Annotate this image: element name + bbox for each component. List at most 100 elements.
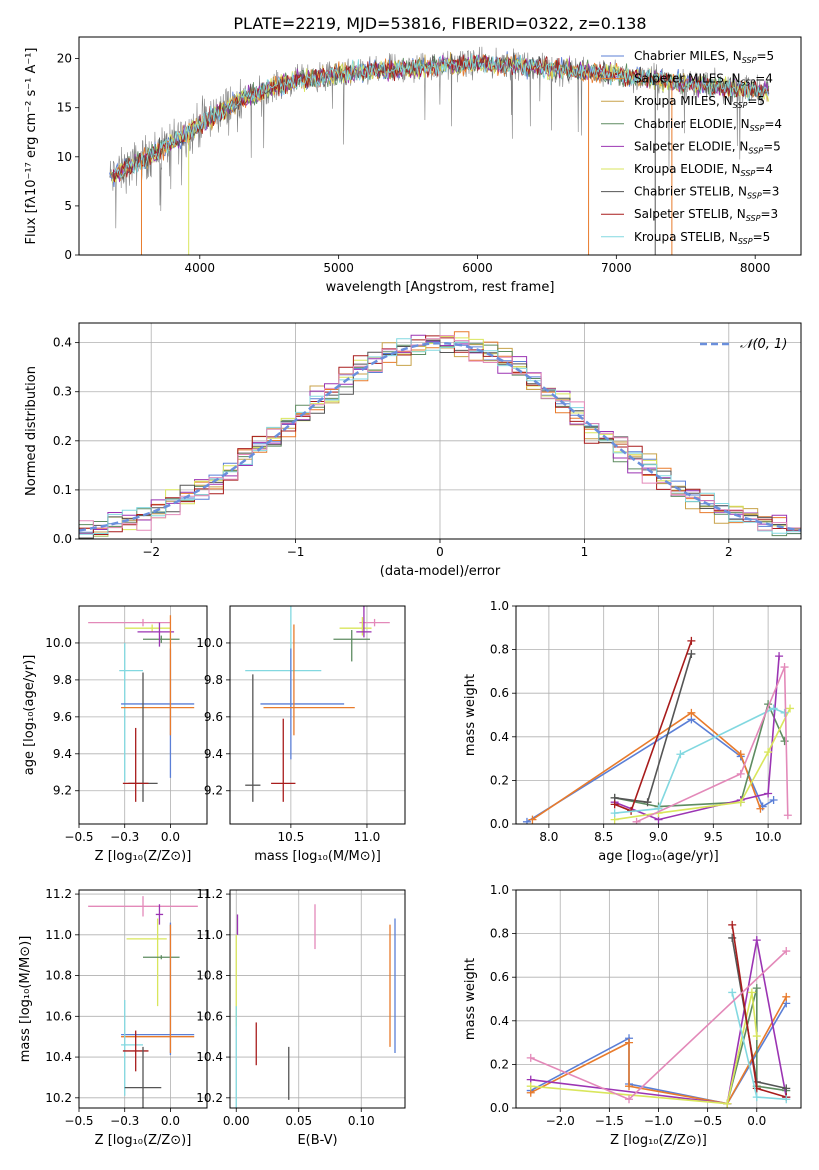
y-tick-label: 11.2 [196, 887, 223, 901]
x-tick-label: 2 [725, 545, 733, 559]
y-tick-label: 0.2 [490, 1057, 509, 1071]
plot-area [109, 46, 770, 255]
y-tick-label: 0.1 [53, 483, 72, 497]
mass-weight-marker [625, 1082, 634, 1091]
y-axis-label: Normed distribution [24, 366, 39, 496]
x-axis-label: (data-model)/error [380, 564, 501, 579]
x-tick-label: 7000 [601, 261, 632, 275]
spectrum-panel: 4000 5000 6000 7000 8000 0 5 10 15 20 wavelength [… [24, 36, 802, 295]
axes-frame [78, 889, 208, 1109]
x-tick-label: 9.0 [649, 830, 668, 844]
plot-area [235, 904, 396, 1108]
mass-weight-marker [775, 652, 784, 661]
x-tick-label: −1.5 [595, 1114, 624, 1128]
x-axis-label: E(B-V) [297, 1133, 337, 1148]
mass-weight-marker [764, 748, 773, 757]
x-tick-label: −0.3 [110, 830, 139, 844]
mass-weight-marker [783, 811, 792, 820]
legend-label: Kroupa MILES, NSSP=5 [634, 94, 765, 110]
plot-area [522, 636, 795, 824]
legend-label: Chabrier MILES, NSSP=5 [634, 49, 774, 65]
y-tick-label: 0 [64, 248, 72, 262]
y-tick-label: 10.0 [45, 636, 72, 650]
y-axis-label: mass weight [463, 674, 478, 756]
mass-weight-marker [769, 704, 778, 713]
axes-frame [229, 889, 406, 1109]
x-tick-label: −0.5 [64, 1114, 93, 1128]
y-tick-label: 0.4 [53, 336, 72, 350]
y-tick-label: 10.2 [45, 1091, 72, 1105]
mass-weight-marker [764, 789, 773, 798]
x-axis-label: Z [log₁₀(Z/Z⊙)] [95, 1133, 192, 1148]
x-tick-label: 8000 [740, 261, 771, 275]
y-tick-label: 9.6 [204, 710, 223, 724]
x-tick-label: 0.0 [747, 1114, 766, 1128]
mass-weight-marker [676, 750, 685, 759]
x-axis-label: age [log₁₀(age/yr)] [598, 849, 719, 864]
mass-weight-vs-age-panel: 8.0 8.5 9.0 9.5 10.0 0.0 0.2 0.4 0.6 0.8 1.0 age [l… [463, 599, 802, 864]
mass-weight-marker [782, 947, 791, 956]
y-tick-label: 5 [64, 199, 72, 213]
x-tick-label: 8.5 [594, 830, 613, 844]
mass-weight-marker [752, 984, 761, 993]
gaussian-reference-curve [79, 341, 801, 532]
mass-weight-line [614, 653, 693, 804]
x-axis-label: Z [log₁₀(Z/Z⊙)] [610, 1133, 707, 1148]
y-tick-label: 9.2 [53, 784, 72, 798]
mass-weight-marker [780, 663, 789, 672]
mass-weight-marker [747, 988, 756, 997]
y-tick-label: 10 [57, 150, 72, 164]
y-tick-label: 10.8 [196, 969, 223, 983]
axes-frame [78, 605, 208, 825]
mass-weight-marker [526, 1082, 535, 1091]
mass-weight-line [530, 992, 758, 1105]
y-tick-label: 0.6 [490, 686, 509, 700]
mass-weight-marker [610, 800, 619, 809]
y-axis-label: mass [log₁₀(M/M⊙)] [18, 936, 33, 1063]
mass-weight-line [614, 656, 780, 821]
y-tick-label: 1.0 [490, 883, 509, 897]
y-tick-label: 0.0 [53, 532, 72, 546]
x-tick-label: 6000 [462, 261, 493, 275]
x-tick-label: −0.3 [110, 1114, 139, 1128]
mass-weight-marker [782, 1084, 791, 1093]
mass-weight-marker [782, 1095, 791, 1104]
x-tick-label: −2 [142, 545, 160, 559]
mass-weight-line [636, 666, 789, 823]
x-tick-label: 0.0 [161, 1114, 180, 1128]
legend-label: Chabrier STELIB, NSSP=3 [634, 185, 779, 201]
x-tick-label: 5000 [323, 261, 354, 275]
mass-weight-marker [756, 804, 765, 813]
mass-weight-marker [528, 815, 537, 824]
legend-label: Chabrier ELODIE, NSSP=4 [634, 117, 782, 133]
plot-area [88, 896, 198, 1108]
mass-vs-metallicity-panel: −0.5 −0.3 0.0 10.2 10.4 10.6 10.8 11.0 11.2 Z [lo… [18, 887, 208, 1148]
age-vs-metallicity-panel: −0.5 −0.3 0.0 9.2 9.4 9.6 9.8 10.0 Z [log₁₀(Z/Z⊙… [22, 605, 208, 864]
x-tick-label: 10.5 [278, 830, 305, 844]
x-axis-label: mass [log₁₀(M/M⊙)] [254, 849, 381, 864]
x-tick-label: 4000 [185, 261, 216, 275]
y-tick-label: 9.8 [204, 673, 223, 687]
x-axis-label: Z [log₁₀(Z/Z⊙)] [95, 849, 192, 864]
y-tick-label: 10.4 [45, 1050, 72, 1064]
x-tick-label: 0.00 [223, 1114, 250, 1128]
mass-weight-marker [782, 992, 791, 1001]
legend-label: Kroupa ELODIE, NSSP=4 [634, 162, 773, 178]
y-tick-label: 10.6 [45, 1009, 72, 1023]
mass-weight-vs-metallicity-panel: −2.0 −1.5 −1.0 −0.5 0.0 0.0 0.2 0.4 0.6 0.8 1.0 Z [… [463, 883, 802, 1148]
mass-weight-marker [522, 817, 531, 824]
y-tick-label: 10.6 [196, 1009, 223, 1023]
mass-weight-marker [752, 1093, 761, 1102]
y-tick-label: 0.2 [490, 773, 509, 787]
residual-histogram-step [79, 338, 801, 535]
mass-weight-marker [687, 649, 696, 658]
mass-weight-line [526, 718, 775, 823]
y-tick-label: 9.2 [204, 784, 223, 798]
axes-frame [515, 605, 802, 825]
legend-label: Kroupa STELIB, NSSP=5 [634, 230, 770, 246]
x-tick-label: 1 [581, 545, 589, 559]
y-tick-label: 0.0 [490, 817, 509, 831]
y-tick-label: 9.6 [53, 710, 72, 724]
mass-weight-line [731, 937, 787, 1090]
mass-weight-marker [728, 988, 737, 997]
